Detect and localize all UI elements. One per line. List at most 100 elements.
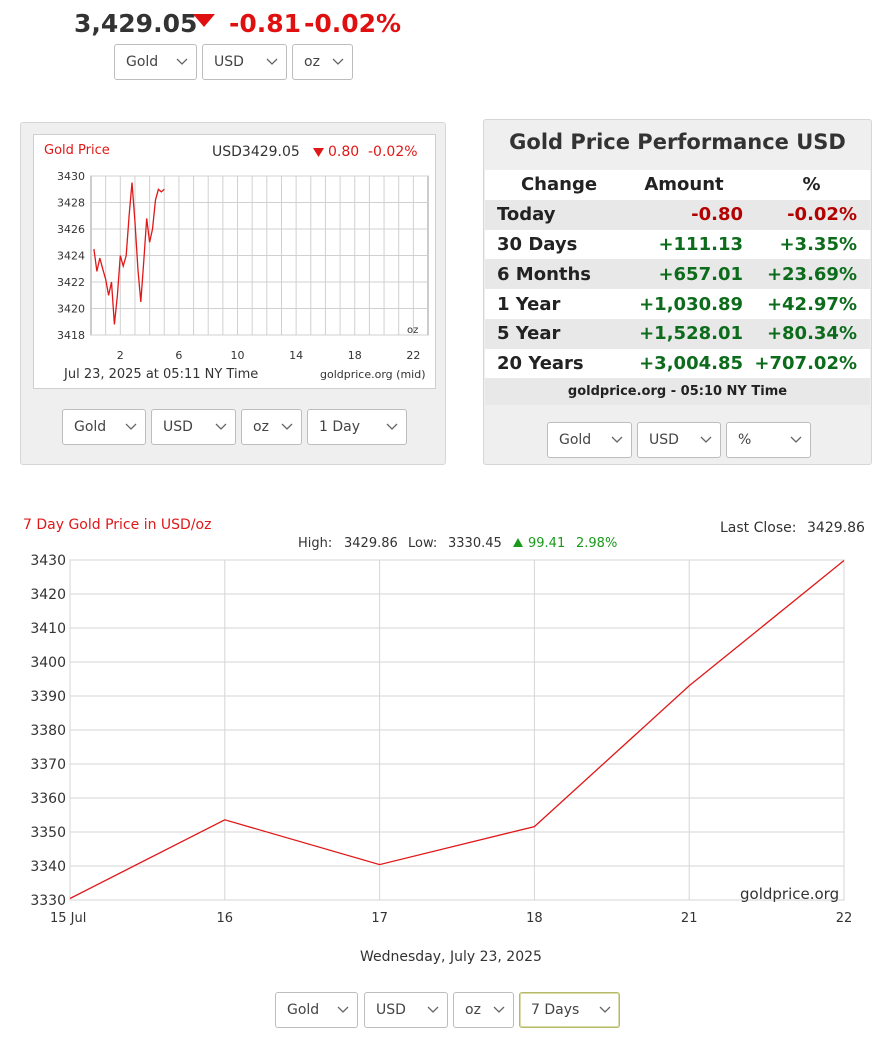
performance-currency-select[interactable]: USD bbox=[637, 422, 721, 458]
row-percent: +23.69% bbox=[743, 259, 870, 290]
table-row: 5 Year +1,528.01 +80.34% bbox=[485, 318, 870, 349]
y-tick-label: 3410 bbox=[30, 621, 66, 637]
row-amount: -0.80 bbox=[625, 199, 743, 230]
performance-metal-select[interactable]: Gold bbox=[547, 422, 632, 458]
performance-table: Change Amount % Today -0.80 -0.02% 30 Da… bbox=[485, 170, 870, 379]
x-tick-label: 14 bbox=[289, 349, 303, 362]
performance-currency-select-value: USD bbox=[649, 432, 679, 448]
seven-day-chart-title: 7 Day Gold Price in USD/oz bbox=[23, 517, 211, 533]
row-percent: +80.34% bbox=[743, 318, 870, 349]
chevron-down-icon bbox=[125, 423, 137, 430]
x-tick-label: 17 bbox=[371, 911, 388, 926]
x-tick-label: 22 bbox=[836, 911, 853, 926]
down-arrow-icon bbox=[313, 148, 324, 157]
currency-select[interactable]: USD bbox=[202, 44, 287, 80]
live-chart-price: USD3429.05 bbox=[212, 144, 300, 160]
seven-day-chart-y-axis: 3330 3340 3350 3360 3370 3380 3390 3400 3410 3420… bbox=[30, 553, 66, 909]
last-close-value: 3429.86 bbox=[807, 520, 865, 536]
column-header-amount: Amount bbox=[625, 170, 743, 200]
y-tick-label: 3420 bbox=[57, 303, 85, 316]
row-label: 6 Months bbox=[485, 259, 625, 290]
seven-day-chart: 7 Day Gold Price in USD/oz Last Close: 3… bbox=[23, 517, 865, 965]
unit-select-value: oz bbox=[304, 54, 320, 70]
chart-unit-select-value: oz bbox=[465, 1002, 481, 1018]
live-chart-grid bbox=[90, 175, 429, 336]
x-tick-label: 18 bbox=[526, 911, 543, 926]
live-chart-change-percent: -0.02% bbox=[368, 144, 418, 160]
metal-select-value: Gold bbox=[126, 54, 159, 70]
live-unit-select-value: oz bbox=[253, 419, 269, 435]
performance-unit-select[interactable]: % bbox=[726, 422, 811, 458]
unit-select[interactable]: oz bbox=[292, 44, 353, 80]
y-tick-label: 3430 bbox=[30, 553, 66, 569]
x-tick-label: 16 bbox=[217, 911, 234, 926]
live-period-select[interactable]: 1 Day bbox=[307, 409, 407, 445]
metal-select[interactable]: Gold bbox=[114, 44, 197, 80]
column-header-percent: % bbox=[743, 170, 870, 200]
range-change-percent: 2.98% bbox=[576, 536, 617, 551]
chart-currency-select-value: USD bbox=[376, 1002, 406, 1018]
down-arrow-icon bbox=[193, 14, 215, 27]
row-amount: +1,030.89 bbox=[625, 289, 743, 319]
row-label: 5 Year bbox=[485, 318, 625, 349]
chevron-down-icon bbox=[599, 1006, 611, 1013]
low-value: 3330.45 bbox=[448, 536, 502, 551]
x-tick-label: 21 bbox=[681, 911, 698, 926]
row-percent: +707.02% bbox=[743, 348, 870, 379]
row-label: 30 Days bbox=[485, 229, 625, 260]
table-row: 20 Years +3,004.85 +707.02% bbox=[485, 348, 870, 379]
row-percent: -0.02% bbox=[743, 199, 870, 230]
performance-title: Gold Price Performance USD bbox=[509, 130, 846, 154]
chart-period-select-value: 7 Days bbox=[531, 1002, 580, 1018]
y-tick-label: 3350 bbox=[30, 825, 66, 841]
live-chart-unit: oz bbox=[407, 325, 418, 336]
up-arrow-icon bbox=[513, 538, 523, 547]
row-amount: +657.01 bbox=[625, 259, 743, 290]
chart-metal-select[interactable]: Gold bbox=[275, 992, 358, 1028]
live-chart-source: goldprice.org (mid) bbox=[320, 368, 426, 381]
live-chart-svg: Gold Price USD3429.05 0.80 -0.02% 341834… bbox=[44, 143, 429, 382]
chevron-down-icon bbox=[266, 58, 278, 65]
chevron-down-icon bbox=[611, 436, 623, 443]
live-period-select-value: 1 Day bbox=[319, 419, 361, 435]
live-metal-select[interactable]: Gold bbox=[62, 409, 146, 445]
x-tick-label: 22 bbox=[406, 349, 420, 362]
live-currency-select[interactable]: USD bbox=[151, 409, 236, 445]
chevron-down-icon bbox=[790, 436, 802, 443]
performance-footer: goldprice.org - 05:10 NY Time bbox=[485, 378, 870, 405]
high-value: 3429.86 bbox=[344, 536, 398, 551]
live-chart-panel: Gold Price USD3429.05 0.80 -0.02% 3418 34… bbox=[20, 122, 446, 465]
live-chart-title: Gold Price bbox=[44, 143, 110, 158]
y-tick-label: 3418 bbox=[57, 329, 85, 342]
x-tick-label: 2 bbox=[117, 349, 124, 362]
seven-day-chart-x-axis: 15 Jul 16 17 18 21 22 bbox=[50, 911, 852, 926]
table-row: Today -0.80 -0.02% bbox=[485, 199, 870, 230]
y-tick-label: 3370 bbox=[30, 757, 66, 773]
row-label: 20 Years bbox=[485, 348, 625, 379]
chart-period-select[interactable]: 7 Days bbox=[519, 992, 620, 1028]
live-chart-x-axis: 2 6 10 14 18 22 bbox=[117, 349, 421, 362]
low-label: Low: bbox=[408, 536, 437, 551]
price-change: -0.81 bbox=[229, 9, 302, 38]
table-row: 6 Months +657.01 +23.69% bbox=[485, 259, 870, 290]
y-tick-label: 3430 bbox=[57, 170, 85, 183]
chart-watermark: goldprice.org bbox=[740, 885, 839, 903]
table-row: 1 Year +1,030.89 +42.97% bbox=[485, 289, 870, 319]
performance-unit-select-value: % bbox=[738, 432, 752, 448]
column-header-change: Change bbox=[485, 170, 625, 200]
y-tick-label: 3428 bbox=[57, 197, 85, 210]
chart-unit-select[interactable]: oz bbox=[453, 992, 514, 1028]
chart-date: Wednesday, July 23, 2025 bbox=[360, 949, 542, 965]
chevron-down-icon bbox=[176, 58, 188, 65]
current-price: 3,429.05 bbox=[74, 9, 198, 38]
y-tick-label: 3380 bbox=[30, 723, 66, 739]
seven-day-chart-grid bbox=[69, 559, 845, 901]
live-unit-select[interactable]: oz bbox=[241, 409, 302, 445]
chevron-down-icon bbox=[427, 1006, 439, 1013]
chevron-down-icon bbox=[215, 423, 227, 430]
x-tick-label: 10 bbox=[231, 349, 245, 362]
chart-currency-select[interactable]: USD bbox=[364, 992, 448, 1028]
chevron-down-icon bbox=[281, 423, 293, 430]
performance-metal-select-value: Gold bbox=[559, 432, 592, 448]
y-tick-label: 3390 bbox=[30, 689, 66, 705]
